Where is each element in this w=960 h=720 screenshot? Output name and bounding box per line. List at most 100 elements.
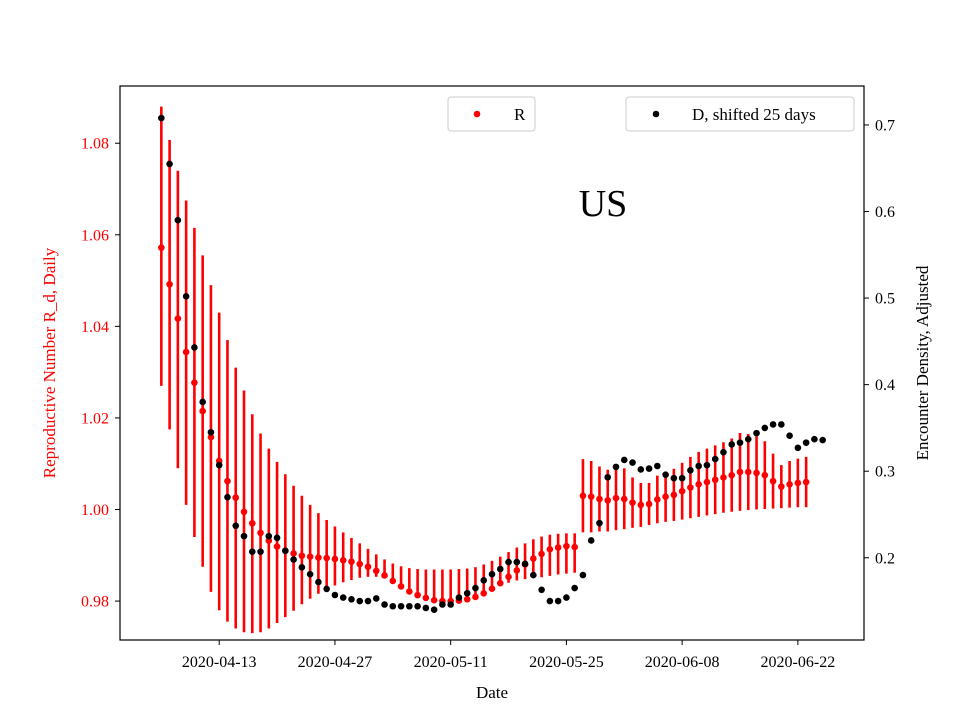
legend-r: R [447, 96, 536, 132]
d-point [158, 114, 165, 122]
r-point [778, 483, 785, 490]
d-point [364, 597, 372, 605]
d-point [645, 465, 653, 472]
legend-d-marker [652, 110, 660, 118]
r-point [786, 481, 793, 488]
r-point [645, 500, 653, 508]
d-point [505, 558, 512, 566]
d-point [612, 463, 620, 471]
r-point [472, 593, 479, 601]
d-point [166, 160, 173, 168]
d-point [414, 602, 421, 610]
r-point [753, 469, 760, 477]
r-point [356, 560, 364, 568]
y-axis-right: 0.2 0.3 0.4 0.5 0.6 0.7 [864, 117, 895, 567]
r-point [546, 546, 554, 553]
legend-r-label: R [514, 105, 526, 124]
d-point [554, 597, 562, 605]
r-point [720, 474, 727, 481]
d-point [720, 448, 727, 456]
d-point [439, 601, 446, 608]
y-left-tick-label: 1.02 [81, 410, 109, 427]
r-point [364, 563, 372, 571]
r-point [612, 494, 620, 502]
r-point [538, 550, 545, 558]
d-point [678, 474, 686, 482]
d-point [563, 594, 570, 601]
r-point [620, 495, 628, 503]
r-point [711, 476, 719, 484]
r-point [480, 589, 488, 597]
r-point [191, 379, 198, 386]
d-point [538, 586, 545, 594]
d-point [339, 594, 347, 601]
d-point [215, 461, 223, 469]
d-point [348, 596, 355, 603]
r-point [232, 494, 240, 501]
r-point [670, 491, 678, 499]
d-point [406, 602, 413, 610]
d-point [182, 293, 190, 300]
r-point [265, 537, 273, 544]
d-point [695, 462, 702, 470]
d-point [662, 471, 669, 478]
y-right-tick-label: 0.7 [875, 117, 895, 134]
r-point [389, 577, 397, 585]
legend-d-label: D, shifted 25 days [692, 105, 816, 124]
d-point [761, 424, 769, 432]
r-point [761, 471, 769, 479]
y-right-tick-label: 0.6 [875, 204, 895, 221]
r-point [802, 478, 810, 486]
d-point [530, 571, 537, 579]
d-point [571, 584, 578, 592]
r-point [166, 280, 173, 288]
d-point [778, 421, 785, 428]
r-point [348, 558, 355, 566]
x-tick-label: 2020-06-22 [761, 654, 836, 671]
r-point [158, 244, 165, 251]
d-point [455, 594, 463, 601]
d-point [579, 571, 587, 579]
r-point [207, 433, 215, 441]
r-point [794, 479, 802, 487]
d-point [323, 585, 330, 593]
r-point [298, 552, 306, 560]
d-point [654, 462, 661, 470]
r-point [744, 468, 752, 476]
r-point [182, 348, 190, 356]
d-point [728, 441, 736, 448]
d-point [546, 597, 554, 605]
r-point [331, 555, 339, 563]
legend-r-marker [473, 110, 481, 118]
x-tick-label: 2020-05-25 [529, 654, 604, 671]
d-point [472, 584, 479, 592]
d-series [158, 114, 826, 614]
r-point [488, 585, 496, 593]
d-point [240, 532, 248, 540]
d-point [587, 537, 595, 544]
r-point [315, 554, 322, 561]
legend-d-frame [625, 96, 855, 132]
r-point [596, 495, 603, 503]
d-point [191, 344, 198, 351]
d-point [248, 548, 256, 556]
x-tick-label: 2020-06-08 [645, 654, 720, 671]
r-point [496, 579, 504, 587]
d-point [786, 432, 793, 440]
r-point [240, 508, 248, 516]
d-point [372, 595, 380, 602]
d-point [356, 597, 364, 605]
d-point [488, 570, 496, 578]
r-point [505, 573, 512, 581]
d-point [753, 429, 760, 437]
legend-d: D, shifted 25 days [625, 96, 855, 132]
d-point [306, 570, 314, 578]
y-right-tick-label: 0.4 [875, 377, 895, 394]
y-right-tick-label: 0.5 [875, 291, 895, 308]
r-point [463, 595, 471, 603]
r-point [629, 499, 636, 506]
d-point [232, 522, 240, 530]
y-right-tick-label: 0.3 [875, 464, 895, 481]
x-axis: 2020-04-13 2020-04-27 2020-05-11 2020-05-25… [182, 640, 835, 671]
